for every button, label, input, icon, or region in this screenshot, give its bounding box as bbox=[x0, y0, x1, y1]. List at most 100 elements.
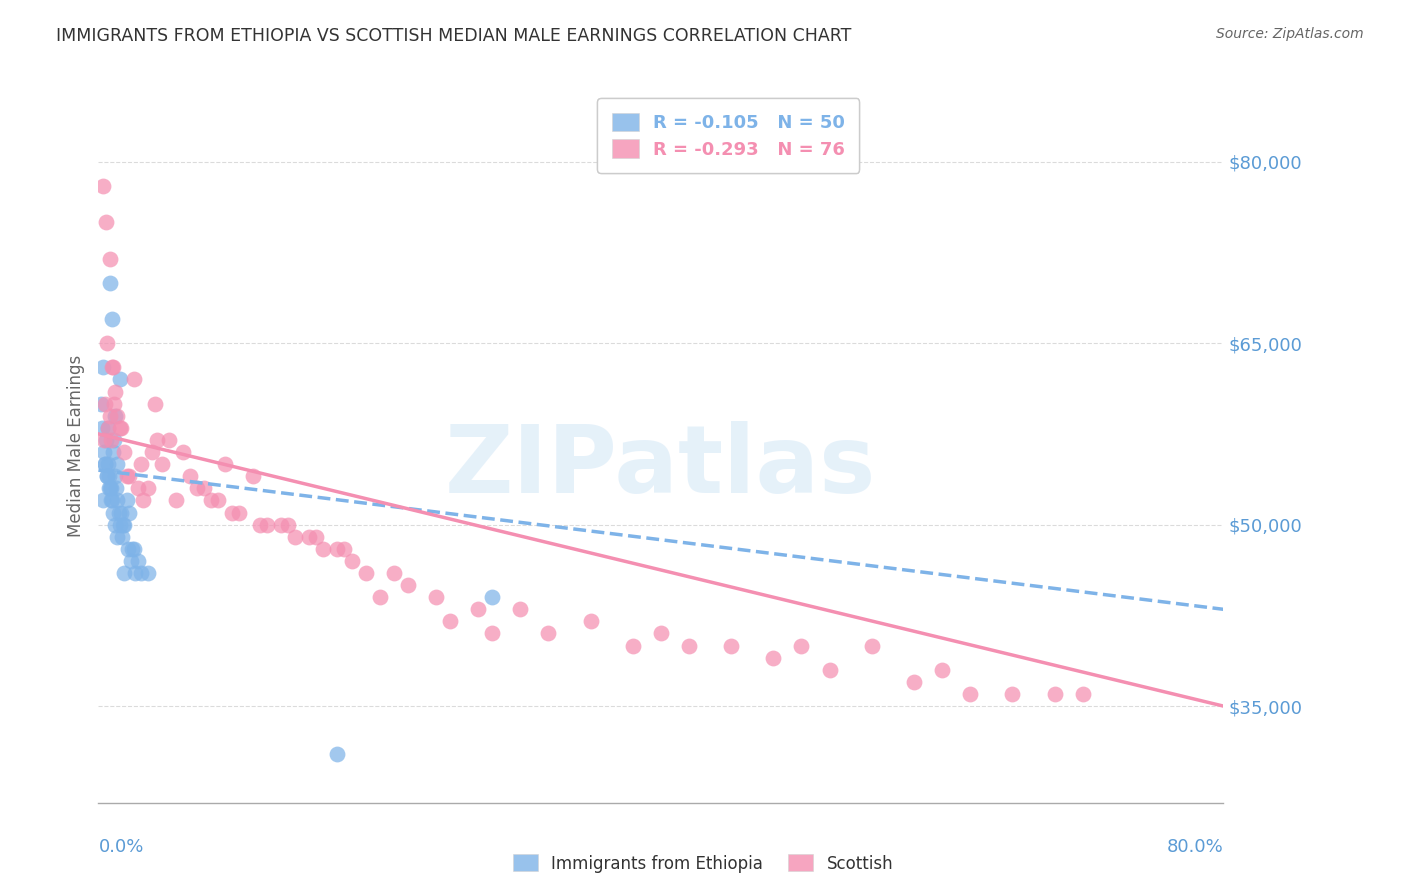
Point bbox=[1071, 687, 1094, 701]
Point bbox=[98, 276, 121, 290]
Point bbox=[101, 506, 124, 520]
Point bbox=[105, 457, 128, 471]
Point bbox=[108, 372, 131, 386]
Text: IMMIGRANTS FROM ETHIOPIA VS SCOTTISH MEDIAN MALE EARNINGS CORRELATION CHART: IMMIGRANTS FROM ETHIOPIA VS SCOTTISH MED… bbox=[56, 27, 852, 45]
Point bbox=[207, 493, 229, 508]
Point bbox=[903, 674, 925, 689]
Point bbox=[93, 457, 117, 471]
Point bbox=[105, 409, 128, 423]
Point bbox=[101, 493, 124, 508]
Point bbox=[110, 506, 132, 520]
Point bbox=[100, 433, 122, 447]
Point bbox=[104, 409, 127, 423]
Point bbox=[146, 433, 169, 447]
Text: 0.0%: 0.0% bbox=[98, 838, 143, 856]
Point bbox=[93, 360, 115, 375]
Point bbox=[762, 650, 785, 665]
Point bbox=[104, 517, 127, 532]
Point bbox=[720, 639, 742, 653]
Point bbox=[481, 626, 503, 640]
Point bbox=[122, 541, 145, 556]
Point bbox=[117, 541, 139, 556]
Point bbox=[579, 615, 602, 629]
Point bbox=[93, 445, 115, 459]
Point bbox=[326, 747, 349, 762]
Point bbox=[108, 421, 131, 435]
Point bbox=[214, 457, 236, 471]
Point bbox=[96, 469, 118, 483]
Point bbox=[103, 360, 125, 375]
Point bbox=[90, 421, 114, 435]
Point bbox=[1001, 687, 1024, 701]
Point bbox=[96, 336, 118, 351]
Point bbox=[94, 397, 117, 411]
Point bbox=[157, 433, 180, 447]
Point bbox=[121, 541, 143, 556]
Point bbox=[481, 590, 503, 604]
Point bbox=[136, 566, 159, 580]
Point bbox=[284, 530, 307, 544]
Point bbox=[305, 530, 328, 544]
Point bbox=[129, 566, 152, 580]
Point bbox=[127, 481, 149, 495]
Point bbox=[101, 312, 124, 326]
Point bbox=[97, 421, 120, 435]
Point bbox=[333, 541, 356, 556]
Point bbox=[108, 506, 131, 520]
Point bbox=[97, 421, 120, 435]
Point bbox=[115, 493, 138, 508]
Legend: R = -0.105   N = 50, R = -0.293   N = 76: R = -0.105 N = 50, R = -0.293 N = 76 bbox=[598, 98, 859, 173]
Point bbox=[110, 517, 132, 532]
Point bbox=[110, 421, 132, 435]
Point bbox=[111, 530, 132, 544]
Legend: Immigrants from Ethiopia, Scottish: Immigrants from Ethiopia, Scottish bbox=[506, 847, 900, 880]
Point bbox=[100, 493, 122, 508]
Point bbox=[326, 541, 349, 556]
Point bbox=[298, 530, 321, 544]
Point bbox=[368, 590, 391, 604]
Point bbox=[103, 445, 125, 459]
Point bbox=[1043, 687, 1066, 701]
Point bbox=[96, 433, 118, 447]
Point bbox=[112, 517, 135, 532]
Point bbox=[118, 469, 141, 483]
Point bbox=[114, 566, 136, 580]
Point bbox=[439, 615, 461, 629]
Point bbox=[122, 372, 145, 386]
Point bbox=[98, 409, 122, 423]
Point bbox=[340, 554, 363, 568]
Point bbox=[96, 469, 118, 483]
Point bbox=[312, 541, 335, 556]
Point bbox=[112, 517, 135, 532]
Point bbox=[621, 639, 644, 653]
Point bbox=[141, 445, 163, 459]
Point bbox=[537, 626, 560, 640]
Point bbox=[242, 469, 264, 483]
Point bbox=[107, 493, 129, 508]
Point bbox=[959, 687, 981, 701]
Text: Source: ZipAtlas.com: Source: ZipAtlas.com bbox=[1216, 27, 1364, 41]
Point bbox=[193, 481, 215, 495]
Point bbox=[200, 493, 222, 508]
Point bbox=[136, 481, 159, 495]
Point bbox=[277, 517, 299, 532]
Point bbox=[221, 506, 243, 520]
Point bbox=[818, 663, 841, 677]
Point bbox=[96, 457, 120, 471]
Point bbox=[354, 566, 377, 580]
Point bbox=[98, 469, 121, 483]
Point bbox=[249, 517, 271, 532]
Point bbox=[650, 626, 672, 640]
Point bbox=[90, 397, 112, 411]
Point bbox=[112, 445, 135, 459]
Point bbox=[186, 481, 208, 495]
Text: ZIPatlas: ZIPatlas bbox=[446, 421, 876, 514]
Point bbox=[97, 481, 120, 495]
Point bbox=[124, 566, 146, 580]
Point bbox=[127, 554, 149, 568]
Point bbox=[678, 639, 700, 653]
Point bbox=[256, 517, 278, 532]
Point bbox=[467, 602, 489, 616]
Point bbox=[98, 481, 122, 495]
Point bbox=[120, 554, 142, 568]
